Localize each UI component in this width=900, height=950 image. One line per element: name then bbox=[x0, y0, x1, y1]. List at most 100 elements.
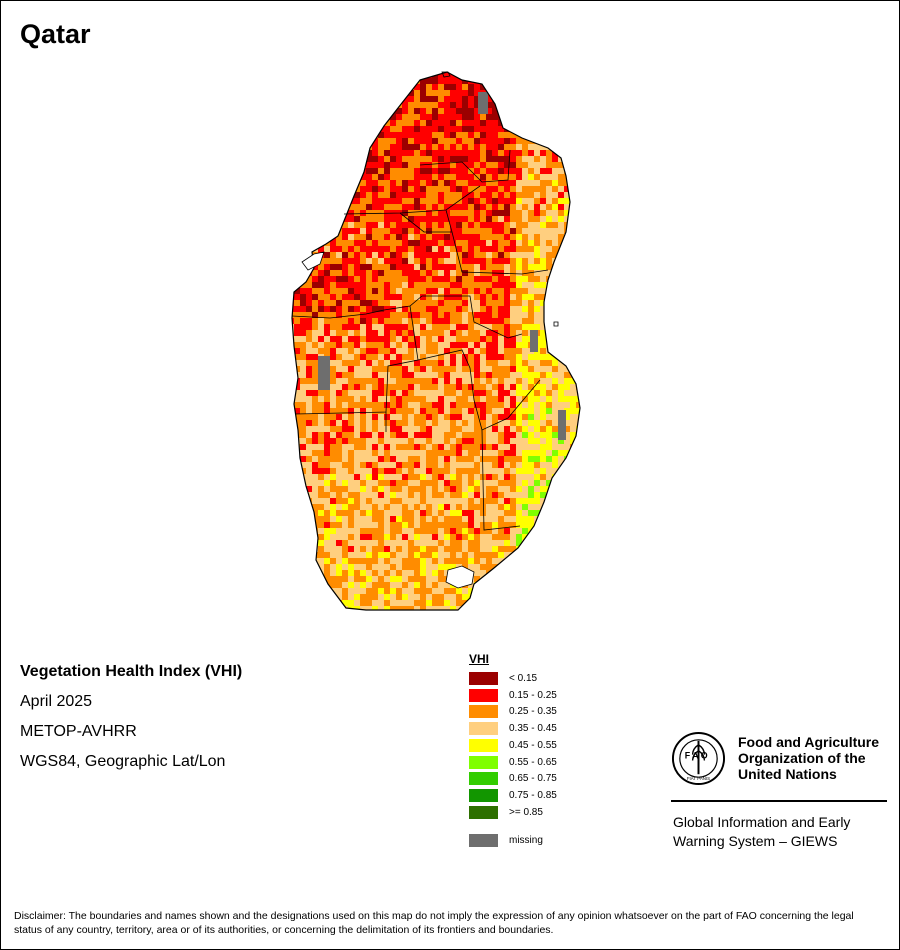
vhi-pixel bbox=[294, 234, 300, 240]
vhi-pixel bbox=[510, 576, 516, 582]
vhi-pixel bbox=[510, 318, 516, 324]
vhi-pixel bbox=[540, 306, 546, 312]
vhi-pixel bbox=[432, 96, 438, 102]
vhi-pixel bbox=[552, 366, 558, 372]
vhi-pixel bbox=[564, 504, 570, 510]
vhi-pixel bbox=[576, 72, 580, 78]
vhi-pixel bbox=[408, 540, 414, 546]
vhi-pixel bbox=[354, 354, 360, 360]
vhi-pixel bbox=[570, 282, 576, 288]
vhi-pixel bbox=[342, 354, 348, 360]
vhi-pixel bbox=[444, 468, 450, 474]
vhi-pixel bbox=[504, 246, 510, 252]
vhi-pixel bbox=[546, 216, 552, 222]
vhi-pixel bbox=[292, 198, 294, 204]
vhi-pixel bbox=[504, 84, 510, 90]
vhi-pixel bbox=[570, 324, 576, 330]
vhi-pixel bbox=[420, 552, 426, 558]
vhi-pixel bbox=[564, 378, 570, 384]
vhi-pixel bbox=[330, 264, 336, 270]
vhi-pixel bbox=[318, 132, 324, 138]
vhi-pixel bbox=[438, 534, 444, 540]
vhi-pixel bbox=[300, 528, 306, 534]
vhi-pixel bbox=[528, 366, 534, 372]
vhi-pixel bbox=[546, 90, 552, 96]
vhi-pixel bbox=[414, 390, 420, 396]
vhi-pixel bbox=[582, 348, 588, 354]
vhi-pixel bbox=[354, 108, 360, 114]
vhi-pixel bbox=[540, 150, 546, 156]
vhi-pixel bbox=[426, 516, 432, 522]
vhi-pixel bbox=[378, 138, 384, 144]
vhi-pixel bbox=[294, 486, 300, 492]
vhi-pixel bbox=[294, 264, 300, 270]
vhi-pixel bbox=[510, 468, 516, 474]
vhi-pixel bbox=[378, 492, 384, 498]
vhi-pixel bbox=[516, 108, 522, 114]
vhi-pixel bbox=[576, 444, 580, 450]
vhi-pixel bbox=[300, 510, 306, 516]
vhi-pixel bbox=[294, 348, 300, 354]
vhi-pixel bbox=[318, 546, 324, 552]
vhi-pixel bbox=[384, 168, 390, 174]
vhi-pixel bbox=[292, 288, 294, 294]
vhi-pixel bbox=[366, 312, 372, 318]
vhi-pixel bbox=[372, 600, 378, 606]
vhi-pixel bbox=[558, 438, 564, 444]
vhi-pixel bbox=[564, 396, 570, 402]
vhi-pixel bbox=[546, 234, 552, 240]
vhi-pixel bbox=[384, 468, 390, 474]
vhi-pixel bbox=[420, 534, 426, 540]
vhi-pixel bbox=[354, 402, 360, 408]
vhi-pixel bbox=[504, 336, 510, 342]
vhi-pixel bbox=[540, 252, 546, 258]
vhi-pixel bbox=[342, 366, 348, 372]
vhi-pixel bbox=[480, 522, 486, 528]
vhi-pixel bbox=[510, 612, 516, 618]
vhi-pixel bbox=[390, 384, 396, 390]
vhi-pixel bbox=[480, 294, 486, 300]
vhi-pixel bbox=[564, 564, 570, 570]
legend-swatch bbox=[469, 688, 498, 702]
vhi-pixel bbox=[516, 102, 522, 108]
vhi-pixel bbox=[528, 504, 534, 510]
vhi-pixel bbox=[498, 546, 504, 552]
vhi-pixel bbox=[408, 150, 414, 156]
vhi-pixel bbox=[354, 528, 360, 534]
vhi-pixel bbox=[504, 114, 510, 120]
vhi-pixel bbox=[528, 480, 534, 486]
vhi-pixel bbox=[570, 84, 576, 90]
vhi-pixel bbox=[432, 246, 438, 252]
vhi-pixel bbox=[504, 492, 510, 498]
vhi-pixel bbox=[426, 342, 432, 348]
vhi-pixel bbox=[366, 564, 372, 570]
vhi-pixel bbox=[420, 360, 426, 366]
vhi-pixel bbox=[582, 186, 588, 192]
vhi-pixel bbox=[522, 420, 528, 426]
vhi-pixel bbox=[528, 186, 534, 192]
vhi-pixel bbox=[582, 72, 588, 78]
vhi-pixel bbox=[330, 204, 336, 210]
vhi-pixel bbox=[420, 216, 426, 222]
vhi-pixel bbox=[432, 276, 438, 282]
vhi-pixel bbox=[540, 216, 546, 222]
vhi-pixel bbox=[582, 270, 588, 276]
vhi-pixel bbox=[294, 336, 300, 342]
vhi-pixel bbox=[294, 318, 300, 324]
vhi-pixel bbox=[384, 588, 390, 594]
vhi-pixel bbox=[292, 72, 294, 78]
vhi-pixel bbox=[468, 90, 474, 96]
vhi-pixel bbox=[330, 258, 336, 264]
vhi-pixel bbox=[582, 318, 588, 324]
vhi-pixel bbox=[372, 210, 378, 216]
vhi-pixel bbox=[540, 354, 546, 360]
vhi-pixel bbox=[420, 528, 426, 534]
vhi-pixel bbox=[372, 606, 378, 610]
vhi-pixel bbox=[570, 432, 576, 438]
vhi-pixel bbox=[300, 336, 306, 342]
vhi-pixel bbox=[546, 510, 552, 516]
vhi-pixel bbox=[360, 318, 366, 324]
vhi-pixel bbox=[528, 102, 534, 108]
vhi-pixel bbox=[402, 480, 408, 486]
vhi-pixel bbox=[384, 462, 390, 468]
